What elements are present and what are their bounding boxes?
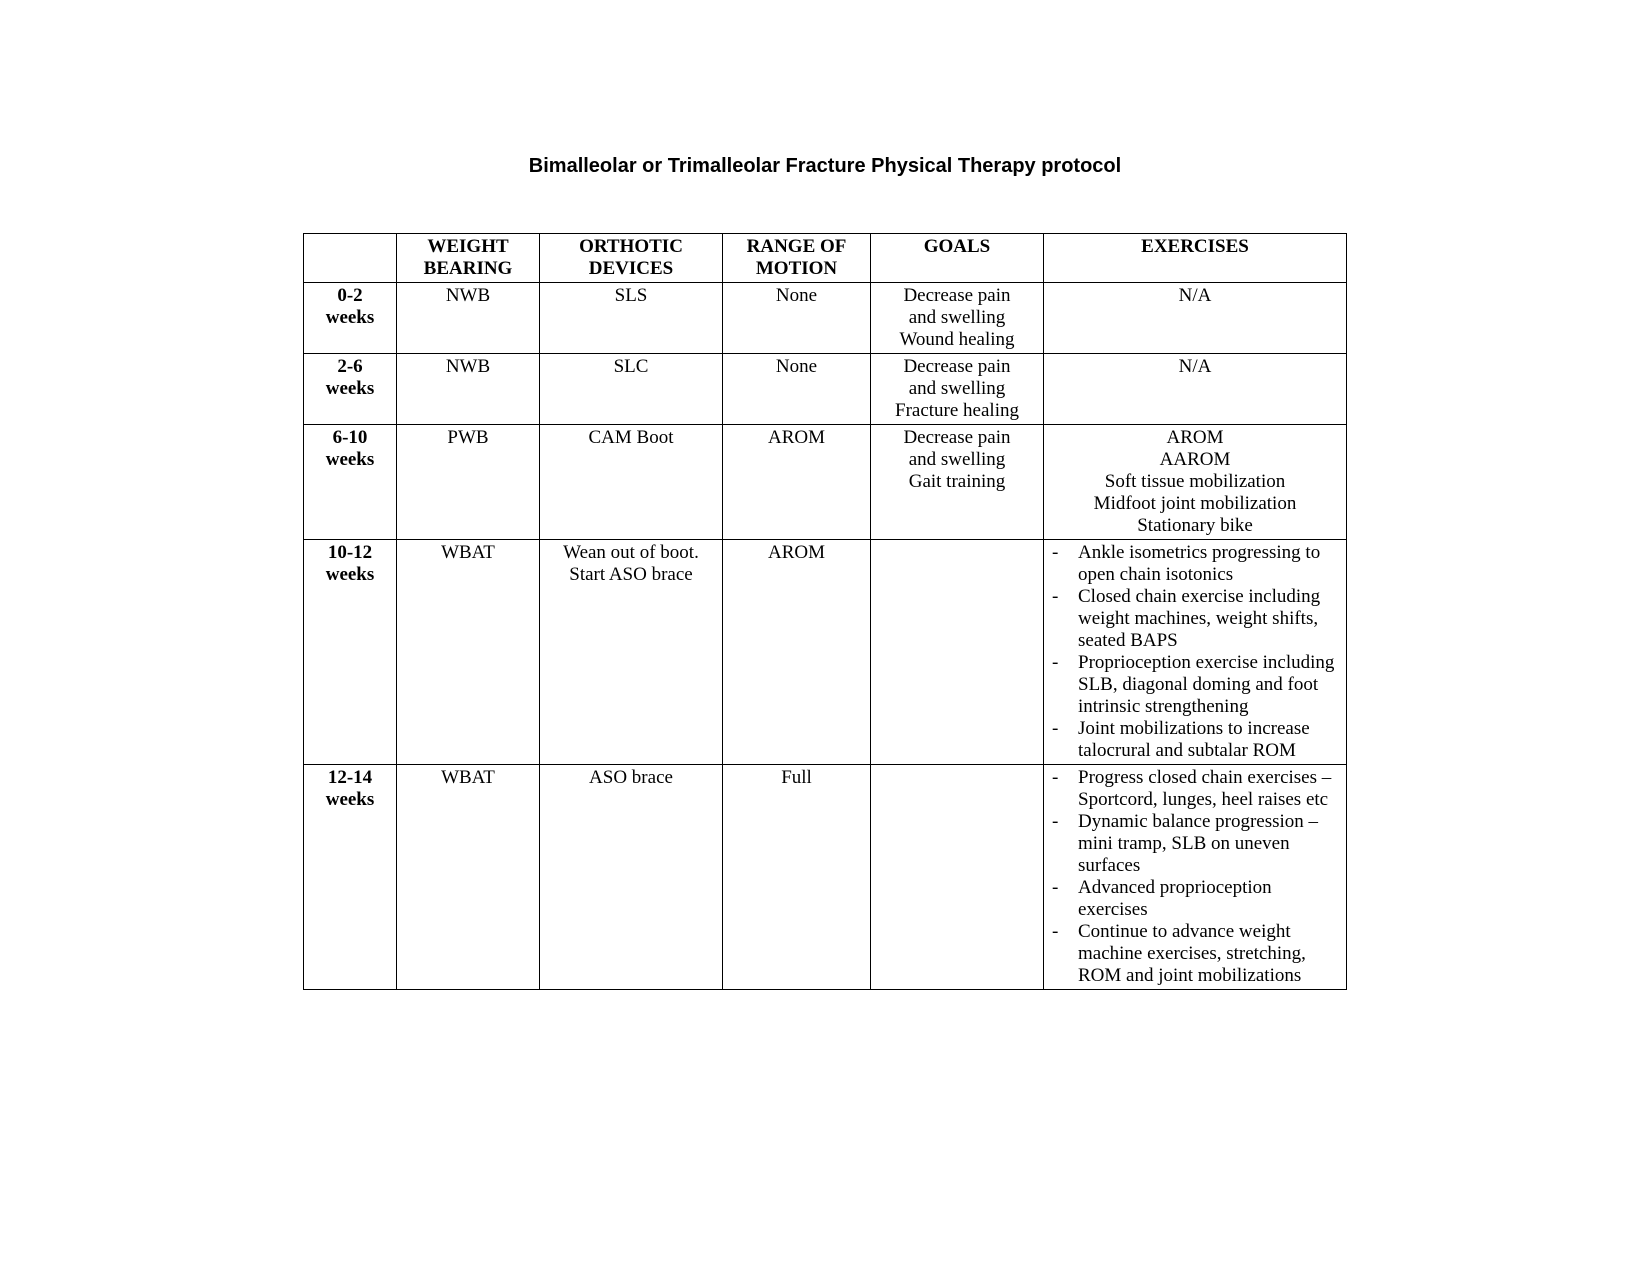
cell-orthotic: SLC — [540, 354, 723, 425]
cell-orthotic: SLS — [540, 283, 723, 354]
header-wb-l1: WEIGHT — [427, 236, 508, 257]
cell-period: 10-12weeks — [304, 540, 397, 765]
cell-goals — [871, 540, 1044, 765]
page-title: Bimalleolar or Trimalleolar Fracture Phy… — [170, 155, 1480, 178]
cell-exercises: N/A — [1044, 283, 1347, 354]
cell-weight-bearing: NWB — [397, 354, 540, 425]
cell-weight-bearing: WBAT — [397, 540, 540, 765]
header-wb-l2: BEARING — [424, 258, 513, 279]
exercise-item: Proprioception exercise including SLB, d… — [1078, 652, 1340, 718]
cell-weight-bearing: NWB — [397, 283, 540, 354]
exercise-item: Closed chain exercise including weight m… — [1078, 586, 1340, 652]
exercise-item: Advanced proprioception exercises — [1078, 877, 1340, 921]
header-period — [304, 234, 397, 283]
cell-rom: AROM — [723, 540, 871, 765]
header-goals: GOALS — [871, 234, 1044, 283]
cell-goals: Decrease painand swellingGait training — [871, 425, 1044, 540]
exercise-item: Progress closed chain exercises – Sportc… — [1078, 767, 1340, 811]
cell-rom: Full — [723, 765, 871, 990]
header-row: WEIGHT BEARING ORTHOTIC DEVICES RANGE OF… — [304, 234, 1347, 283]
header-rom-l1: RANGE OF — [747, 236, 847, 257]
cell-orthotic: Wean out of boot.Start ASO brace — [540, 540, 723, 765]
exercise-item: Dynamic balance progression – mini tramp… — [1078, 811, 1340, 877]
header-orth-l1: ORTHOTIC — [579, 236, 683, 257]
header-orth-l2: DEVICES — [589, 258, 673, 279]
header-wb: WEIGHT BEARING — [397, 234, 540, 283]
cell-period: 0-2weeks — [304, 283, 397, 354]
cell-rom: None — [723, 283, 871, 354]
cell-goals: Decrease painand swellingWound healing — [871, 283, 1044, 354]
cell-period: 12-14weeks — [304, 765, 397, 990]
cell-goals: Decrease painand swellingFracture healin… — [871, 354, 1044, 425]
cell-goals — [871, 765, 1044, 990]
table-row: 6-10weeksPWBCAM BootAROMDecrease painand… — [304, 425, 1347, 540]
cell-weight-bearing: WBAT — [397, 765, 540, 990]
header-rom: RANGE OF MOTION — [723, 234, 871, 283]
cell-exercises: Progress closed chain exercises – Sportc… — [1044, 765, 1347, 990]
cell-orthotic: CAM Boot — [540, 425, 723, 540]
exercise-item: Ankle isometrics progressing to open cha… — [1078, 542, 1340, 586]
exercise-list: Ankle isometrics progressing to open cha… — [1050, 542, 1340, 762]
cell-rom: None — [723, 354, 871, 425]
cell-orthotic: ASO brace — [540, 765, 723, 990]
cell-period: 2-6weeks — [304, 354, 397, 425]
cell-exercises: N/A — [1044, 354, 1347, 425]
table-row: 2-6weeksNWBSLCNoneDecrease painand swell… — [304, 354, 1347, 425]
exercise-list: Progress closed chain exercises – Sportc… — [1050, 767, 1340, 987]
table-row: 0-2weeksNWBSLSNoneDecrease painand swell… — [304, 283, 1347, 354]
header-ex: EXERCISES — [1044, 234, 1347, 283]
cell-exercises: Ankle isometrics progressing to open cha… — [1044, 540, 1347, 765]
protocol-table: WEIGHT BEARING ORTHOTIC DEVICES RANGE OF… — [303, 233, 1347, 990]
cell-period: 6-10weeks — [304, 425, 397, 540]
cell-exercises: AROMAAROMSoft tissue mobilizationMidfoot… — [1044, 425, 1347, 540]
cell-rom: AROM — [723, 425, 871, 540]
table-row: 12-14weeksWBATASO braceFull Progress clos… — [304, 765, 1347, 990]
exercise-item: Joint mobilizations to increase talocrur… — [1078, 718, 1340, 762]
cell-weight-bearing: PWB — [397, 425, 540, 540]
table-row: 10-12weeksWBATWean out of boot.Start ASO… — [304, 540, 1347, 765]
header-rom-l2: MOTION — [756, 258, 837, 279]
exercise-item: Continue to advance weight machine exerc… — [1078, 921, 1340, 987]
header-orth: ORTHOTIC DEVICES — [540, 234, 723, 283]
